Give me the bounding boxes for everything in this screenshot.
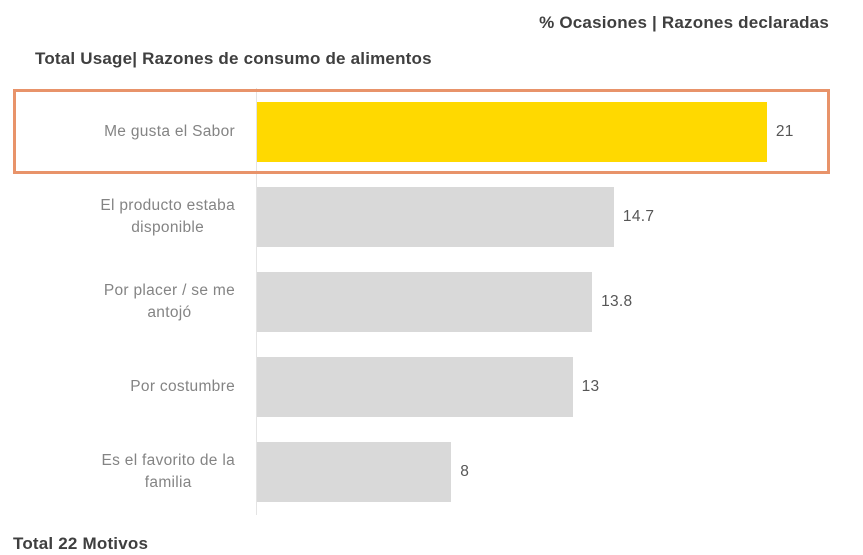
category-label: Por placer / se me antojó — [103, 281, 235, 321]
category-label-cell: Por costumbre — [0, 376, 257, 398]
report-header-label: % Ocasiones | Razones declaradas — [539, 13, 829, 32]
category-label: Por costumbre — [130, 377, 235, 395]
bar-area: 13.8 — [257, 271, 863, 332]
bar-chart: Me gusta el Sabor 21 El producto estaba … — [0, 90, 863, 514]
category-label-cell: El producto estaba disponible — [0, 195, 257, 239]
category-label-cell: Por placer / se me antojó — [0, 280, 257, 324]
category-label: Me gusta el Sabor — [104, 123, 235, 141]
chart-title: Total Usage| Razones de consumo de alime… — [35, 49, 432, 68]
bar-area: 14.7 — [257, 187, 863, 248]
category-axis-line — [256, 88, 257, 515]
value-label: 21 — [775, 123, 794, 141]
value-label: 13.8 — [601, 292, 633, 310]
footer-total-label: Total 22 Motivos — [13, 534, 149, 553]
bar-chart-row: Me gusta el Sabor 21 — [0, 90, 863, 175]
bar-chart-row: Es el favorito de la familia 8 — [0, 429, 863, 514]
bar-area: 8 — [257, 441, 863, 502]
bar[interactable] — [257, 441, 452, 502]
bar-chart-row: El producto estaba disponible 14.7 — [0, 175, 863, 260]
category-label-cell: Me gusta el Sabor — [0, 121, 257, 143]
category-label-cell: Es el favorito de la familia — [0, 450, 257, 494]
bar[interactable] — [257, 187, 614, 248]
bar-area: 21 — [257, 102, 863, 163]
value-label: 14.7 — [622, 208, 655, 226]
value-label: 8 — [460, 462, 470, 480]
bar[interactable] — [257, 356, 573, 417]
bar-area: 13 — [257, 356, 863, 417]
bar[interactable] — [257, 102, 767, 163]
category-label: El producto estaba disponible — [100, 197, 235, 237]
bar-chart-row: Por placer / se me antojó 13.8 — [0, 260, 863, 345]
bar[interactable] — [257, 271, 593, 332]
bar-chart-row: Por costumbre 13 — [0, 344, 863, 429]
category-label: Es el favorito de la familia — [101, 451, 235, 491]
value-label: 13 — [581, 377, 600, 395]
